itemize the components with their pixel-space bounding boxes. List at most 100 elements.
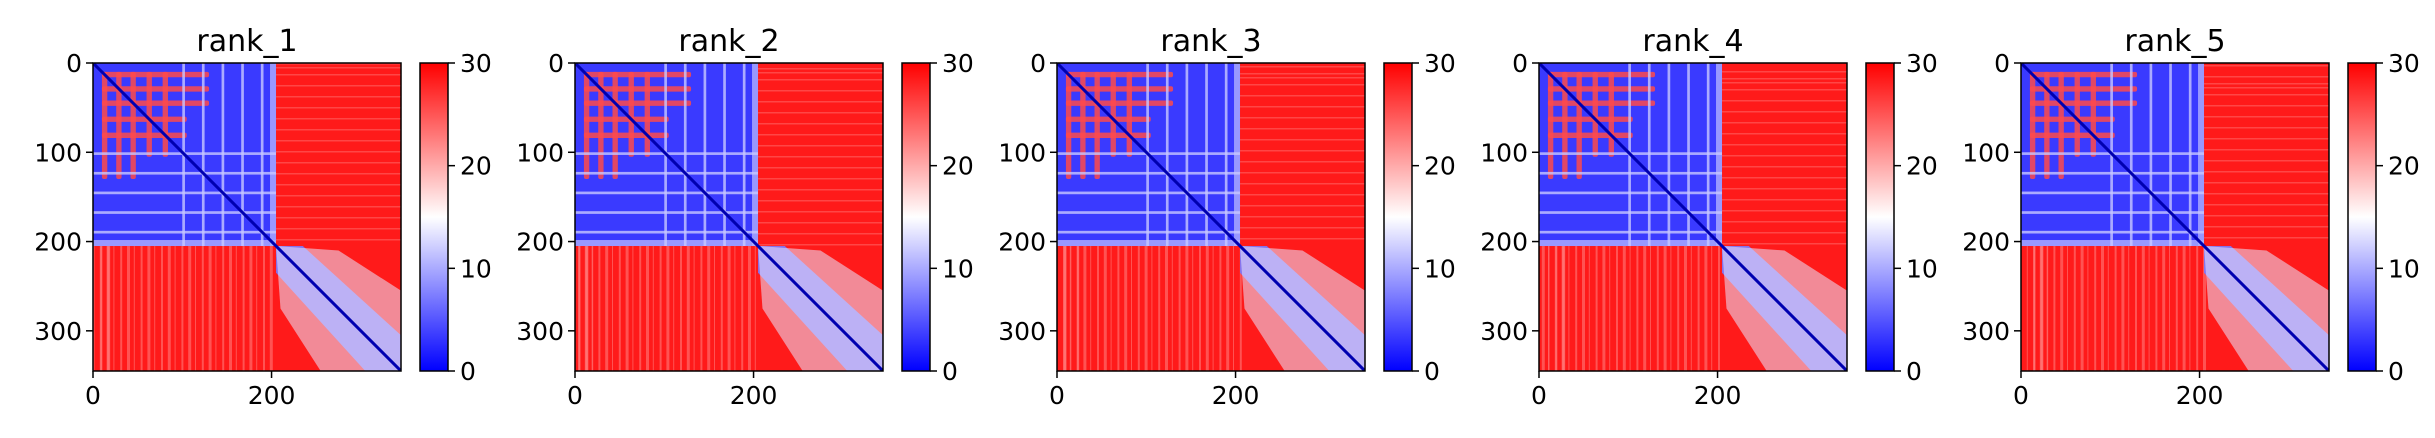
heatmap-streak xyxy=(276,129,401,131)
heatmap-streak xyxy=(758,79,883,81)
heatmap-streak xyxy=(242,246,245,371)
heatmap-streak xyxy=(1722,177,1847,179)
heatmap-streak xyxy=(578,246,580,371)
heatmap-streak xyxy=(758,68,883,70)
heatmap-streak xyxy=(591,246,593,371)
heatmap-streak xyxy=(2155,246,2158,371)
y-tick-label: 200 xyxy=(998,228,1046,257)
diagonal-line xyxy=(1057,63,1365,371)
band-vertical xyxy=(1592,71,1598,157)
heatmap-streak xyxy=(1240,172,1365,174)
heatmap-streak xyxy=(276,228,401,230)
heatmap-streak xyxy=(2204,237,2329,239)
heatmap-streak xyxy=(758,189,883,191)
heatmap-streak xyxy=(1616,246,1618,371)
diagonal-line xyxy=(2021,63,2329,371)
band-horizontal xyxy=(1547,86,1656,92)
heatmap-streak xyxy=(758,244,883,246)
heatmap-streak xyxy=(758,145,883,147)
heatmap-streak xyxy=(2189,246,2191,371)
heatmap-streak xyxy=(1602,246,1606,371)
axes-frame xyxy=(2020,62,2330,372)
heatmap-streak xyxy=(1212,246,1214,371)
heatmap-streak xyxy=(276,151,401,153)
heatmap-streak xyxy=(1063,246,1067,371)
band-horizontal xyxy=(583,116,669,122)
band-horizontal xyxy=(2029,100,2138,106)
band-vertical xyxy=(146,71,152,157)
heatmap-streak xyxy=(1240,161,1365,163)
heatmap-streak xyxy=(1711,246,1713,371)
heatmap-streak xyxy=(1541,246,1545,371)
heatmap-streak xyxy=(646,246,649,371)
heatmap-streak xyxy=(2046,246,2048,371)
heatmap-streak xyxy=(1722,89,1847,91)
axes-frame xyxy=(92,62,402,372)
heatmap-streak xyxy=(741,246,744,371)
heatmap-streak xyxy=(578,246,581,371)
heatmap-streak xyxy=(2204,105,2329,107)
heatmap-streak xyxy=(2204,64,2329,67)
heatmap-streak xyxy=(1240,76,1365,79)
band-vertical xyxy=(2058,71,2064,180)
heatmap-streak xyxy=(1718,246,1720,371)
heatmap-streak xyxy=(1240,194,1365,196)
heatmap-streak xyxy=(673,246,675,371)
heatmap-streak xyxy=(1185,246,1189,371)
heatmap-streak xyxy=(2107,246,2109,371)
heatmap-streak xyxy=(2141,246,2145,371)
x-tick-label: 0 xyxy=(2013,381,2029,410)
axes-frame xyxy=(1056,62,1366,372)
band-horizontal xyxy=(2029,132,2115,138)
heatmap-streak xyxy=(2204,204,2329,206)
heatmap-streak xyxy=(276,85,401,87)
band-vertical xyxy=(1126,71,1132,157)
x-tick-label: 200 xyxy=(730,381,778,410)
heatmap-streak xyxy=(1239,246,1242,371)
heatmap-streak xyxy=(276,140,401,142)
heatmap-streak xyxy=(758,112,883,114)
heatmap-streak xyxy=(1240,150,1365,152)
heatmap-streak xyxy=(2196,246,2199,371)
heatmap-streak xyxy=(1722,122,1847,124)
colorbar-tick-label: 10 xyxy=(1906,254,1938,283)
heatmap-streak xyxy=(1240,73,1365,75)
band-vertical xyxy=(1576,71,1582,180)
colorbar xyxy=(2347,62,2377,372)
band-vertical xyxy=(612,71,618,180)
band-horizontal xyxy=(583,132,669,138)
band-horizontal xyxy=(101,132,187,138)
heatmap-streak xyxy=(1226,246,1230,371)
stripe-vertical xyxy=(1706,63,1710,247)
heatmap-streak xyxy=(1555,246,1558,371)
heatmap-streak xyxy=(652,246,654,371)
heatmap-streak xyxy=(2162,246,2166,371)
colorbar-tick-label: 10 xyxy=(460,254,492,283)
stripe-vertical xyxy=(1205,63,1208,247)
x-tick-label: 0 xyxy=(1049,381,1065,410)
heatmap-streak xyxy=(1561,246,1565,371)
colorbar-tick-label: 30 xyxy=(1906,49,1938,78)
x-tick-label: 200 xyxy=(1694,381,1742,410)
heatmap-streak xyxy=(2204,226,2329,228)
band-vertical xyxy=(644,71,650,157)
stripe-horizontal xyxy=(1539,191,1723,195)
stripe-horizontal xyxy=(1057,230,1241,234)
heatmap-streak xyxy=(1233,246,1234,371)
heatmap-streak xyxy=(1722,81,1847,84)
stripe-vertical xyxy=(683,63,687,247)
heatmap-streak xyxy=(605,246,609,371)
heatmap-panel: rank_5 0 200 0 100 200 300 0 10 20 30 xyxy=(1962,24,2420,410)
heatmap-streak xyxy=(584,246,588,371)
stripe-vertical xyxy=(1224,63,1228,247)
heatmap-streak xyxy=(1137,246,1140,371)
heatmap-streak xyxy=(2204,182,2329,184)
y-tick-label: 100 xyxy=(1480,138,1528,167)
colorbar-tick-label: 30 xyxy=(1424,49,1456,78)
heatmap-streak xyxy=(1722,144,1847,146)
heatmap-streak xyxy=(120,246,123,371)
heatmap-streak xyxy=(2204,149,2329,151)
heatmap-streak xyxy=(2204,94,2329,96)
stripe-horizontal xyxy=(575,171,759,175)
